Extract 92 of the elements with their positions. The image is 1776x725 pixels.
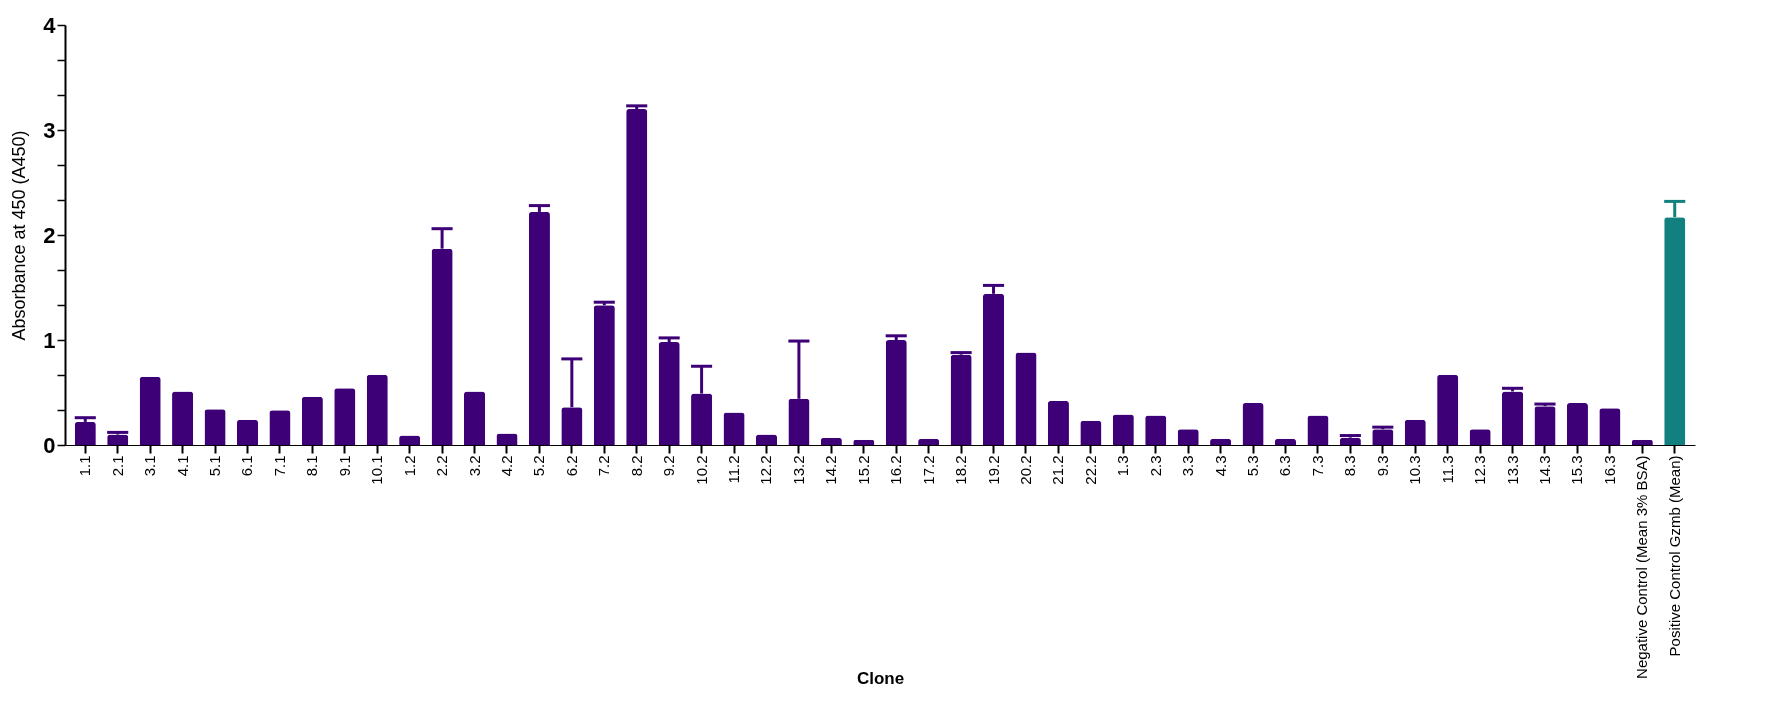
x-tick-label: 22.2 <box>1081 455 1099 485</box>
x-tick-label: 15.3 <box>1568 455 1586 485</box>
bar <box>334 388 356 445</box>
bar <box>1501 391 1524 445</box>
x-tick-label: 8.2 <box>627 455 645 477</box>
x-tick-label: 14.3 <box>1535 455 1553 485</box>
x-axis-title: Clone <box>856 668 905 688</box>
bar <box>593 305 615 445</box>
bar <box>950 354 972 445</box>
bar <box>236 419 258 445</box>
bar <box>204 409 226 445</box>
y-tick-label: 2 <box>43 222 56 248</box>
bar <box>366 374 388 445</box>
bar <box>107 434 129 445</box>
bar <box>1534 406 1556 445</box>
bar <box>658 342 680 445</box>
x-tick-label: 18.2 <box>952 455 970 485</box>
bar <box>755 434 778 445</box>
x-tick-label: 10.1 <box>368 455 386 485</box>
y-tick-label: 0 <box>43 432 56 458</box>
bar <box>172 391 194 445</box>
x-tick-label: 2.3 <box>1146 455 1164 477</box>
x-tick-label: 10.2 <box>692 455 710 485</box>
x-tick-label: 4.1 <box>173 455 191 477</box>
x-tick-label: 3.1 <box>141 455 159 477</box>
bar <box>1112 414 1134 445</box>
x-tick-label: 12.3 <box>1471 455 1489 485</box>
x-tick-label: 6.2 <box>562 455 580 477</box>
x-tick-label: 2.2 <box>433 455 451 477</box>
x-tick-label: 9.2 <box>660 455 678 477</box>
x-tick-label: 5.1 <box>206 455 224 477</box>
bar <box>1404 419 1426 445</box>
x-tick-label: 16.2 <box>887 455 905 485</box>
x-tick-label: 4.3 <box>1211 455 1229 477</box>
x-tick-label: 15.2 <box>854 455 872 485</box>
y-axis-title: Absorbance at 450 (A450) <box>9 130 30 341</box>
y-tick-label: 4 <box>43 12 57 38</box>
x-tick-label: 13.3 <box>1503 455 1521 485</box>
bar <box>1599 408 1621 445</box>
x-tick-label: 7.3 <box>1308 455 1326 477</box>
x-tick-label: 19.2 <box>984 455 1002 485</box>
bar <box>1242 403 1264 445</box>
x-tick-label: 4.2 <box>497 455 515 477</box>
x-tick-label: 13.2 <box>789 455 807 485</box>
x-tick-label: Positive Control Gzmb (Mean) <box>1665 455 1683 657</box>
x-tick-label: 21.2 <box>1049 455 1067 485</box>
bar <box>1047 400 1069 445</box>
x-tick-label: 6.3 <box>1276 455 1294 477</box>
x-tick-label: 3.3 <box>1179 455 1197 477</box>
x-tick-label: 1.3 <box>1114 455 1132 477</box>
x-tick-label: 5.3 <box>1244 455 1262 477</box>
bar <box>269 410 291 445</box>
x-tick-label: 3.2 <box>465 455 483 477</box>
x-tick-label: 1.1 <box>76 455 94 477</box>
bar <box>139 376 161 445</box>
x-tick-label: 2.1 <box>108 455 126 477</box>
x-tick-label: 12.2 <box>757 455 775 485</box>
bar <box>528 211 550 445</box>
bar <box>1307 415 1329 445</box>
y-tick-label: 3 <box>43 117 56 143</box>
bar <box>1437 374 1459 445</box>
x-tick-label: 7.1 <box>270 455 288 477</box>
bar <box>1145 415 1167 445</box>
x-tick-label: 8.1 <box>303 455 321 477</box>
x-tick-label: 20.2 <box>1016 455 1034 485</box>
bar <box>885 340 907 445</box>
bar <box>1177 429 1199 445</box>
x-tick-label: 10.3 <box>1406 455 1424 485</box>
bar <box>463 391 486 445</box>
bar <box>723 412 745 445</box>
y-tick-label: 1 <box>43 327 56 353</box>
bar <box>1372 429 1394 445</box>
x-tick-label: 17.2 <box>919 455 937 485</box>
bar <box>301 396 323 445</box>
x-tick-label: 9.1 <box>335 455 353 477</box>
x-tick-label: Negative Control (Mean 3% BSA) <box>1633 455 1651 679</box>
x-tick-label: 1.2 <box>400 455 418 477</box>
x-tick-label: 6.1 <box>238 455 256 477</box>
x-tick-label: 7.2 <box>595 455 613 477</box>
x-tick-label: 14.2 <box>822 455 840 485</box>
x-tick-label: 11.2 <box>725 455 743 484</box>
bar <box>74 421 96 445</box>
x-tick-label: 11.3 <box>1438 455 1456 484</box>
x-tick-label: 5.2 <box>530 455 548 477</box>
bar <box>1469 429 1491 445</box>
x-tick-label: 8.3 <box>1341 455 1359 477</box>
x-tick-label: 9.3 <box>1373 455 1391 477</box>
bar <box>1566 403 1588 445</box>
bar <box>626 109 648 445</box>
bar <box>1080 420 1102 445</box>
bar <box>1015 352 1037 445</box>
x-tick-label: 16.3 <box>1600 455 1618 485</box>
